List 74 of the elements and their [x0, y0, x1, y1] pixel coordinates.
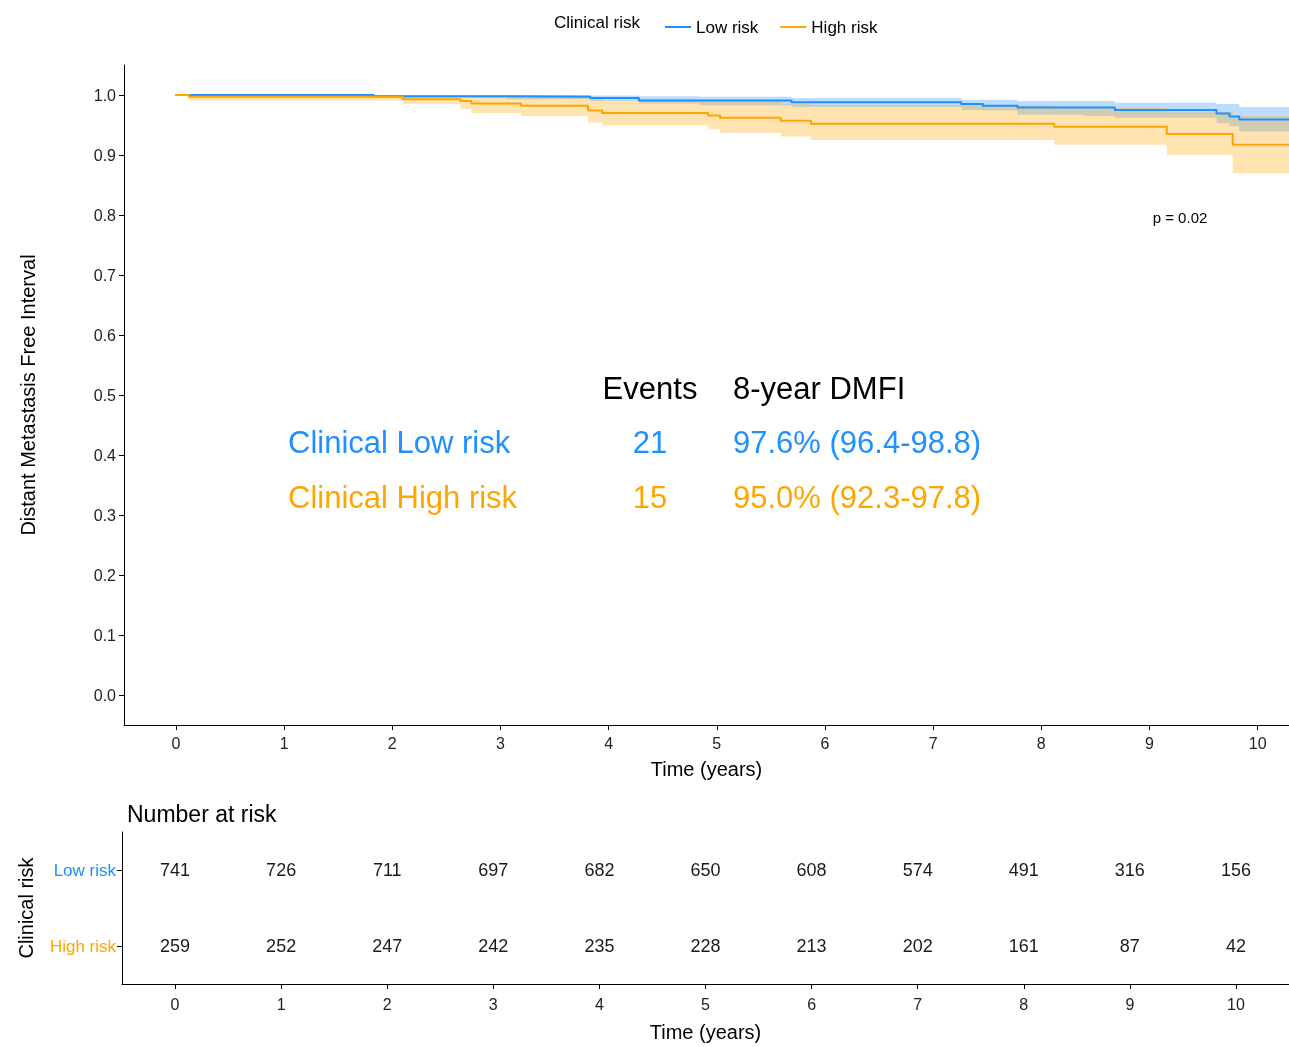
x-tick-label: 1 [276, 995, 286, 1013]
data-label: 726 [266, 860, 297, 880]
x-tick-label: 7 [913, 995, 923, 1013]
y-tick-label: 0.8 [93, 206, 117, 224]
data-label: 252 [266, 936, 297, 956]
data-label: 608 [796, 860, 827, 880]
x-tick-label: 1 [279, 734, 289, 752]
y-tick-label: 0.0 [93, 686, 117, 704]
data-label: 574 [902, 860, 933, 880]
x-tick-label: 8 [1036, 734, 1046, 752]
data-label: 213 [796, 936, 827, 956]
data-label: 235 [584, 936, 615, 956]
x-tick-label: 6 [807, 995, 817, 1013]
y-tick-label: 0.6 [93, 326, 117, 344]
chart-title: Number at risk [127, 800, 278, 827]
data-label: 228 [690, 936, 721, 956]
data-label: 156 [1220, 860, 1251, 880]
data-label: 316 [1114, 860, 1145, 880]
annotation: 95.0% (92.3-97.8) [733, 479, 982, 515]
x-tick-label: 10 [1248, 734, 1267, 752]
annotation: 8-year DMFI [733, 370, 906, 406]
x-tick-label: 6 [820, 734, 830, 752]
y-tick-label: 0.7 [93, 266, 117, 284]
x-tick-label: 5 [701, 995, 711, 1013]
legend-label: High risk [811, 17, 878, 37]
x-tick-label: 0 [171, 734, 181, 752]
data-label: 711 [372, 860, 402, 880]
data-label: 87 [1119, 936, 1140, 956]
y-tick-label: 0.1 [93, 626, 117, 644]
data-label: 161 [1008, 936, 1039, 956]
y-tick-label: Low risk [53, 860, 117, 880]
data-label: 697 [478, 860, 509, 880]
y-tick-label: 0.9 [93, 146, 117, 164]
y-axis-title: Distant Metastasis Free Interval [17, 254, 39, 536]
x-tick-label: 3 [488, 995, 498, 1013]
data-label: 491 [1008, 860, 1039, 880]
data-label: 242 [478, 936, 509, 956]
y-tick-label: High risk [49, 936, 117, 956]
y-tick-label: 0.2 [93, 566, 117, 584]
y-tick-label: 0.5 [93, 386, 117, 404]
x-tick-label: 3 [495, 734, 505, 752]
x-tick-label: 4 [594, 995, 604, 1013]
annotation: Clinical High risk [288, 479, 518, 515]
data-label: 259 [160, 936, 191, 956]
x-tick-label: 8 [1019, 995, 1029, 1013]
x-axis-title: Time (years) [650, 758, 763, 780]
data-label: 247 [372, 936, 403, 956]
data-label: 741 [160, 860, 191, 880]
x-tick-label: 9 [1125, 995, 1135, 1013]
y-tick-label: 1.0 [93, 86, 117, 104]
x-tick-label: 7 [928, 734, 938, 752]
annotation: 21 [632, 424, 668, 460]
data-label: 650 [690, 860, 721, 880]
annotation: p = 0.02 [1152, 208, 1208, 226]
annotation: 97.6% (96.4-98.8) [733, 424, 982, 460]
y-tick-label: 0.4 [93, 446, 117, 464]
annotation: 15 [632, 479, 668, 515]
legend-title: Clinical risk [554, 13, 641, 32]
x-tick-label: 4 [604, 734, 614, 752]
y-axis-title: Clinical risk [15, 856, 37, 959]
annotation: Events [602, 370, 698, 406]
x-tick-label: 10 [1227, 995, 1245, 1013]
x-tick-label: 0 [170, 995, 180, 1013]
x-tick-label: 2 [387, 734, 397, 752]
x-axis-title: Time (years) [649, 1021, 762, 1043]
data-label: 202 [902, 936, 933, 956]
legend-label: Low risk [696, 17, 759, 37]
x-tick-label: 5 [712, 734, 722, 752]
x-tick-label: 9 [1145, 734, 1155, 752]
data-label: 42 [1225, 936, 1246, 956]
x-tick-label: 2 [382, 995, 392, 1013]
annotation: Clinical Low risk [288, 424, 511, 460]
y-tick-label: 0.3 [93, 506, 117, 524]
data-label: 682 [584, 860, 615, 880]
